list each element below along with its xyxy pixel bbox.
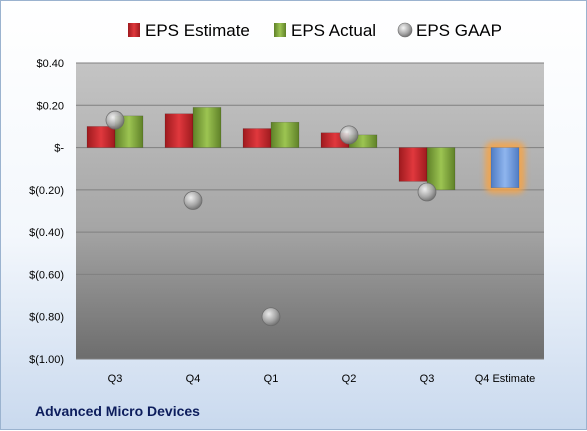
- y-tick-label: $(0.20): [29, 185, 64, 197]
- x-tick-label: Q1: [264, 373, 279, 385]
- x-tick-label: Q4 Estimate: [475, 373, 536, 385]
- eps-gaap-point: [339, 125, 359, 145]
- eps-actual-bar: [192, 107, 222, 148]
- legend-eps-gaap: EPS GAAP: [416, 21, 502, 40]
- y-tick-label: $-: [54, 143, 64, 155]
- y-tick-label: $0.20: [36, 100, 64, 112]
- eps-actual-bar: [426, 147, 456, 191]
- x-tick-label: Q2: [342, 373, 357, 385]
- eps-forecast-bar: [490, 147, 520, 188]
- x-tick-label: Q3: [420, 373, 435, 385]
- eps-actual-bar: [114, 115, 144, 148]
- eps-estimate-bar: [242, 128, 272, 148]
- y-tick-label: $(0.80): [29, 312, 64, 324]
- legend-eps-gaap-swatch: [397, 22, 413, 38]
- y-tick-label: $(0.60): [29, 269, 64, 281]
- legend-eps-estimate: EPS Estimate: [145, 21, 250, 40]
- eps-actual-bar: [270, 121, 300, 148]
- y-tick-label: $0.40: [36, 58, 64, 70]
- eps-estimate-bar: [86, 126, 116, 148]
- eps-gaap-point: [417, 182, 437, 202]
- company-name: Advanced Micro Devices: [35, 403, 200, 419]
- x-tick-label: Q4: [186, 373, 201, 385]
- eps-estimate-bar: [398, 147, 428, 182]
- eps-gaap-point: [183, 191, 203, 210]
- eps-estimate-bar: [164, 113, 194, 148]
- plot-area: [76, 63, 544, 359]
- y-tick-label: $(1.00): [29, 354, 64, 366]
- legend-eps-actual-swatch: [274, 23, 286, 37]
- legend-eps-estimate-swatch: [128, 23, 140, 37]
- x-tick-label: Q3: [108, 373, 123, 385]
- y-tick-label: $(0.40): [29, 227, 64, 239]
- legend-eps-actual: EPS Actual: [291, 21, 376, 40]
- eps-gaap-point: [261, 307, 281, 327]
- eps-gaap-point: [105, 110, 125, 130]
